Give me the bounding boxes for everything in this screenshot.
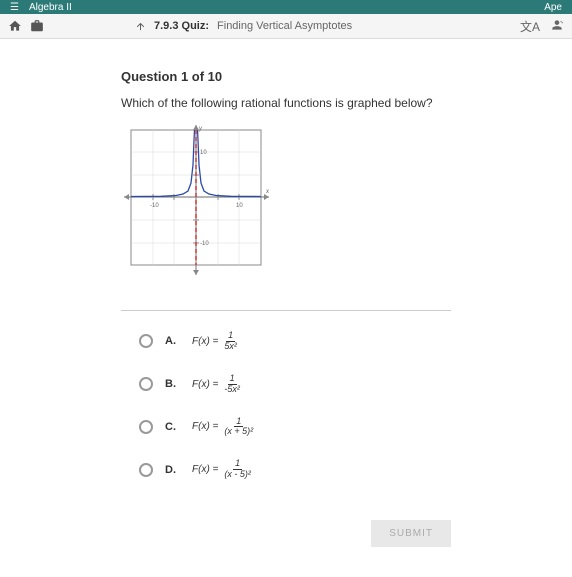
option-a[interactable]: A. F(x) = 15x² <box>139 331 451 352</box>
question-number: Question 1 of 10 <box>121 69 451 84</box>
options-list: A. F(x) = 15x² B. F(x) = 1-5x² C. F(x) =… <box>121 331 451 480</box>
formula-c: F(x) = 1(x + 5)² <box>192 417 255 438</box>
option-label-a: A. <box>165 335 180 347</box>
option-b[interactable]: B. F(x) = 1-5x² <box>139 374 451 395</box>
radio-d[interactable] <box>139 463 153 477</box>
translate-icon[interactable]: 文A <box>520 18 540 35</box>
top-bar: ☰ Algebra II Ape <box>0 0 572 14</box>
content-area: Question 1 of 10 Which of the following … <box>101 39 471 577</box>
menu-icon[interactable]: ☰ <box>10 2 19 13</box>
up-arrow-icon[interactable] <box>135 21 146 32</box>
xlabel: x <box>265 189 270 195</box>
xtick-pos: 10 <box>236 203 243 209</box>
option-label-b: B. <box>165 378 180 390</box>
submit-button[interactable]: SUBMIT <box>371 520 451 547</box>
xtick-neg: -10 <box>150 203 159 209</box>
course-title: Algebra II <box>29 2 544 13</box>
option-c[interactable]: C. F(x) = 1(x + 5)² <box>139 417 451 438</box>
home-icon[interactable] <box>8 19 22 33</box>
option-label-c: C. <box>165 421 180 433</box>
quiz-code: 7.9.3 Quiz: <box>154 20 209 32</box>
divider <box>121 310 451 311</box>
radio-a[interactable] <box>139 334 153 348</box>
option-label-d: D. <box>165 464 180 476</box>
graph: -10 10 10 -10 x y <box>121 125 451 285</box>
radio-c[interactable] <box>139 420 153 434</box>
logo-text: Ape <box>544 2 562 13</box>
nav-bar: 7.9.3 Quiz: Finding Vertical Asymptotes … <box>0 14 572 39</box>
radio-b[interactable] <box>139 377 153 391</box>
quiz-title: Finding Vertical Asymptotes <box>217 20 352 32</box>
ytick-neg: -10 <box>200 241 209 247</box>
briefcase-icon[interactable] <box>30 19 44 33</box>
question-text: Which of the following rational function… <box>121 96 451 110</box>
ytick-pos: 10 <box>200 150 207 156</box>
audio-icon[interactable] <box>550 18 564 32</box>
formula-b: F(x) = 1-5x² <box>192 374 242 395</box>
formula-d: F(x) = 1(x - 5)² <box>192 459 253 480</box>
formula-a: F(x) = 15x² <box>192 331 239 352</box>
option-d[interactable]: D. F(x) = 1(x - 5)² <box>139 459 451 480</box>
